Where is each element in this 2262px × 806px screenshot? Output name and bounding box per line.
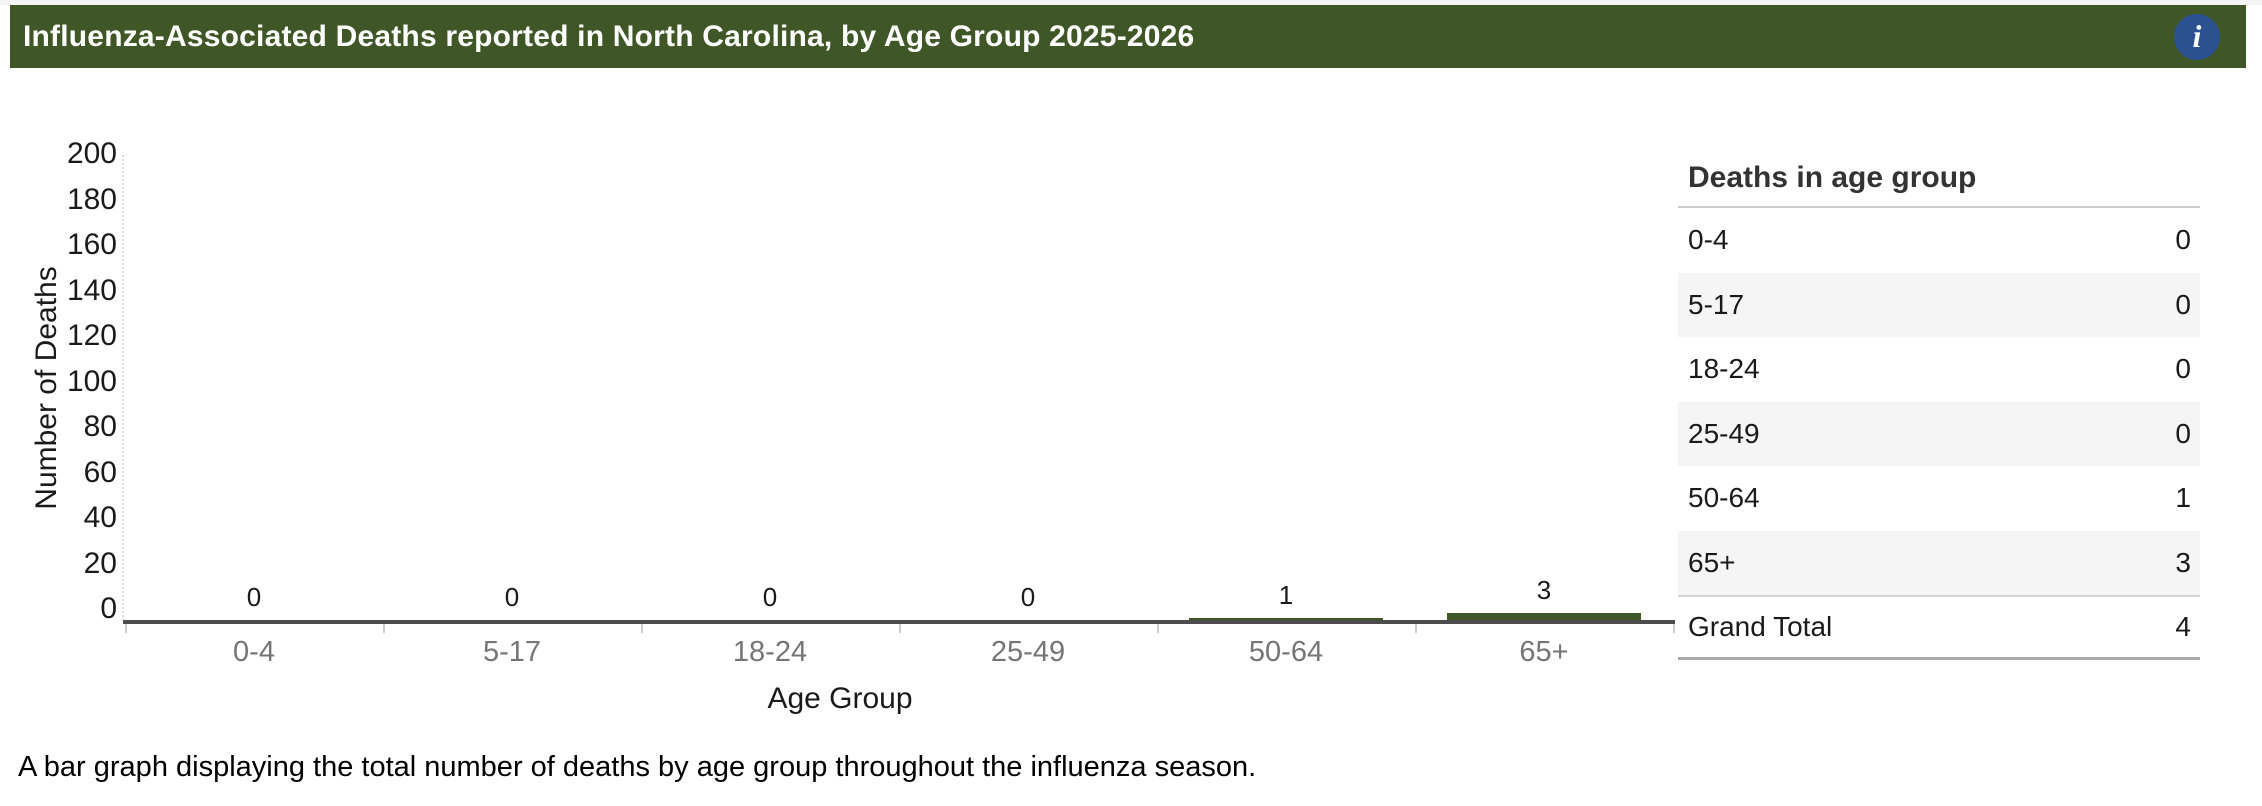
bar-value-label: 0 xyxy=(762,582,778,612)
row-label: Grand Total xyxy=(1688,610,1833,642)
table-row: 0-4 0 xyxy=(1678,208,2200,273)
x-axis-title: Age Group xyxy=(767,682,913,715)
table-row: 5-17 0 xyxy=(1678,272,2200,337)
table-row: 50-64 1 xyxy=(1678,466,2200,531)
info-icon[interactable]: i xyxy=(2174,13,2220,60)
y-tick-label: 200 xyxy=(66,137,117,170)
row-value: 0 xyxy=(2175,224,2191,256)
table-row: 25-49 0 xyxy=(1678,401,2200,466)
x-axis-boundary-tick xyxy=(641,624,643,633)
x-tick-label: 18-24 xyxy=(732,636,808,668)
x-axis-boundary-tick xyxy=(1157,624,1159,633)
x-axis-boundary-tick xyxy=(383,624,385,633)
x-axis-line xyxy=(123,620,1675,624)
row-value: 3 xyxy=(2175,546,2191,578)
bar-50-64[interactable] xyxy=(1189,618,1383,620)
table-row: 65+ 3 xyxy=(1678,530,2200,595)
x-tick-label: 65+ xyxy=(1519,636,1569,668)
bar-65+[interactable] xyxy=(1447,613,1641,620)
x-tick-label: 50-64 xyxy=(1248,636,1324,668)
bar-value-label: 1 xyxy=(1278,580,1294,610)
y-tick-label: 80 xyxy=(83,410,117,443)
y-tick-label: 100 xyxy=(66,364,117,398)
x-axis-boundary-tick xyxy=(125,624,127,633)
row-label: 25-49 xyxy=(1688,417,1760,449)
x-tick-label: 0-4 xyxy=(233,636,275,668)
info-icon-glyph: i xyxy=(2192,17,2202,54)
y-tick-label: 60 xyxy=(83,455,117,489)
y-tick-label: 0 xyxy=(100,592,117,625)
row-label: 0-4 xyxy=(1688,224,1729,256)
row-value: 4 xyxy=(2175,610,2191,642)
bar-value-label: 3 xyxy=(1536,575,1552,605)
x-tick-label: 25-49 xyxy=(990,636,1066,668)
table-row: 18-24 0 xyxy=(1678,337,2200,402)
row-value: 0 xyxy=(2175,288,2191,320)
x-tick-label: 5-17 xyxy=(482,636,542,668)
row-value: 0 xyxy=(2175,417,2191,449)
row-label: 5-17 xyxy=(1688,288,1745,320)
bar-value-label: 0 xyxy=(246,582,262,612)
page-title: Influenza-Associated Deaths reported in … xyxy=(23,19,1195,53)
table-row: Grand Total 4 xyxy=(1678,595,2200,660)
y-tick-label: 160 xyxy=(66,228,117,261)
row-label: 50-64 xyxy=(1688,482,1760,514)
x-axis-boundary-tick xyxy=(1673,624,1675,633)
y-tick-label: 20 xyxy=(83,546,117,580)
y-tick-label: 40 xyxy=(83,501,117,534)
summary-table: Deaths in age group 0-4 0 5-17 0 18-24 0 25-49… xyxy=(1678,150,2200,660)
row-label: 18-24 xyxy=(1688,353,1760,385)
y-axis-dotted-line xyxy=(122,155,124,621)
bar-value-label: 0 xyxy=(504,582,520,612)
top-strip xyxy=(0,0,2262,5)
chart-caption: A bar graph displaying the total number … xyxy=(18,751,1257,783)
table-title: Deaths in age group xyxy=(1678,150,2200,208)
table-body: 0-4 0 5-17 0 18-24 0 25-49 0 50-64 1 65+ 3 Grand Tot… xyxy=(1678,208,2200,660)
header-bar: Influenza-Associated Deaths reported in … xyxy=(10,5,2246,68)
row-value: 1 xyxy=(2175,482,2191,514)
y-tick-label: 120 xyxy=(66,319,117,352)
x-axis-boundary-tick xyxy=(1415,624,1417,633)
x-axis-boundary-tick xyxy=(899,624,901,633)
y-tick-label: 180 xyxy=(66,182,117,216)
y-tick-label: 140 xyxy=(66,273,117,307)
bar-value-label: 0 xyxy=(1020,582,1036,612)
row-label: 65+ xyxy=(1688,546,1736,578)
row-value: 0 xyxy=(2175,353,2191,385)
